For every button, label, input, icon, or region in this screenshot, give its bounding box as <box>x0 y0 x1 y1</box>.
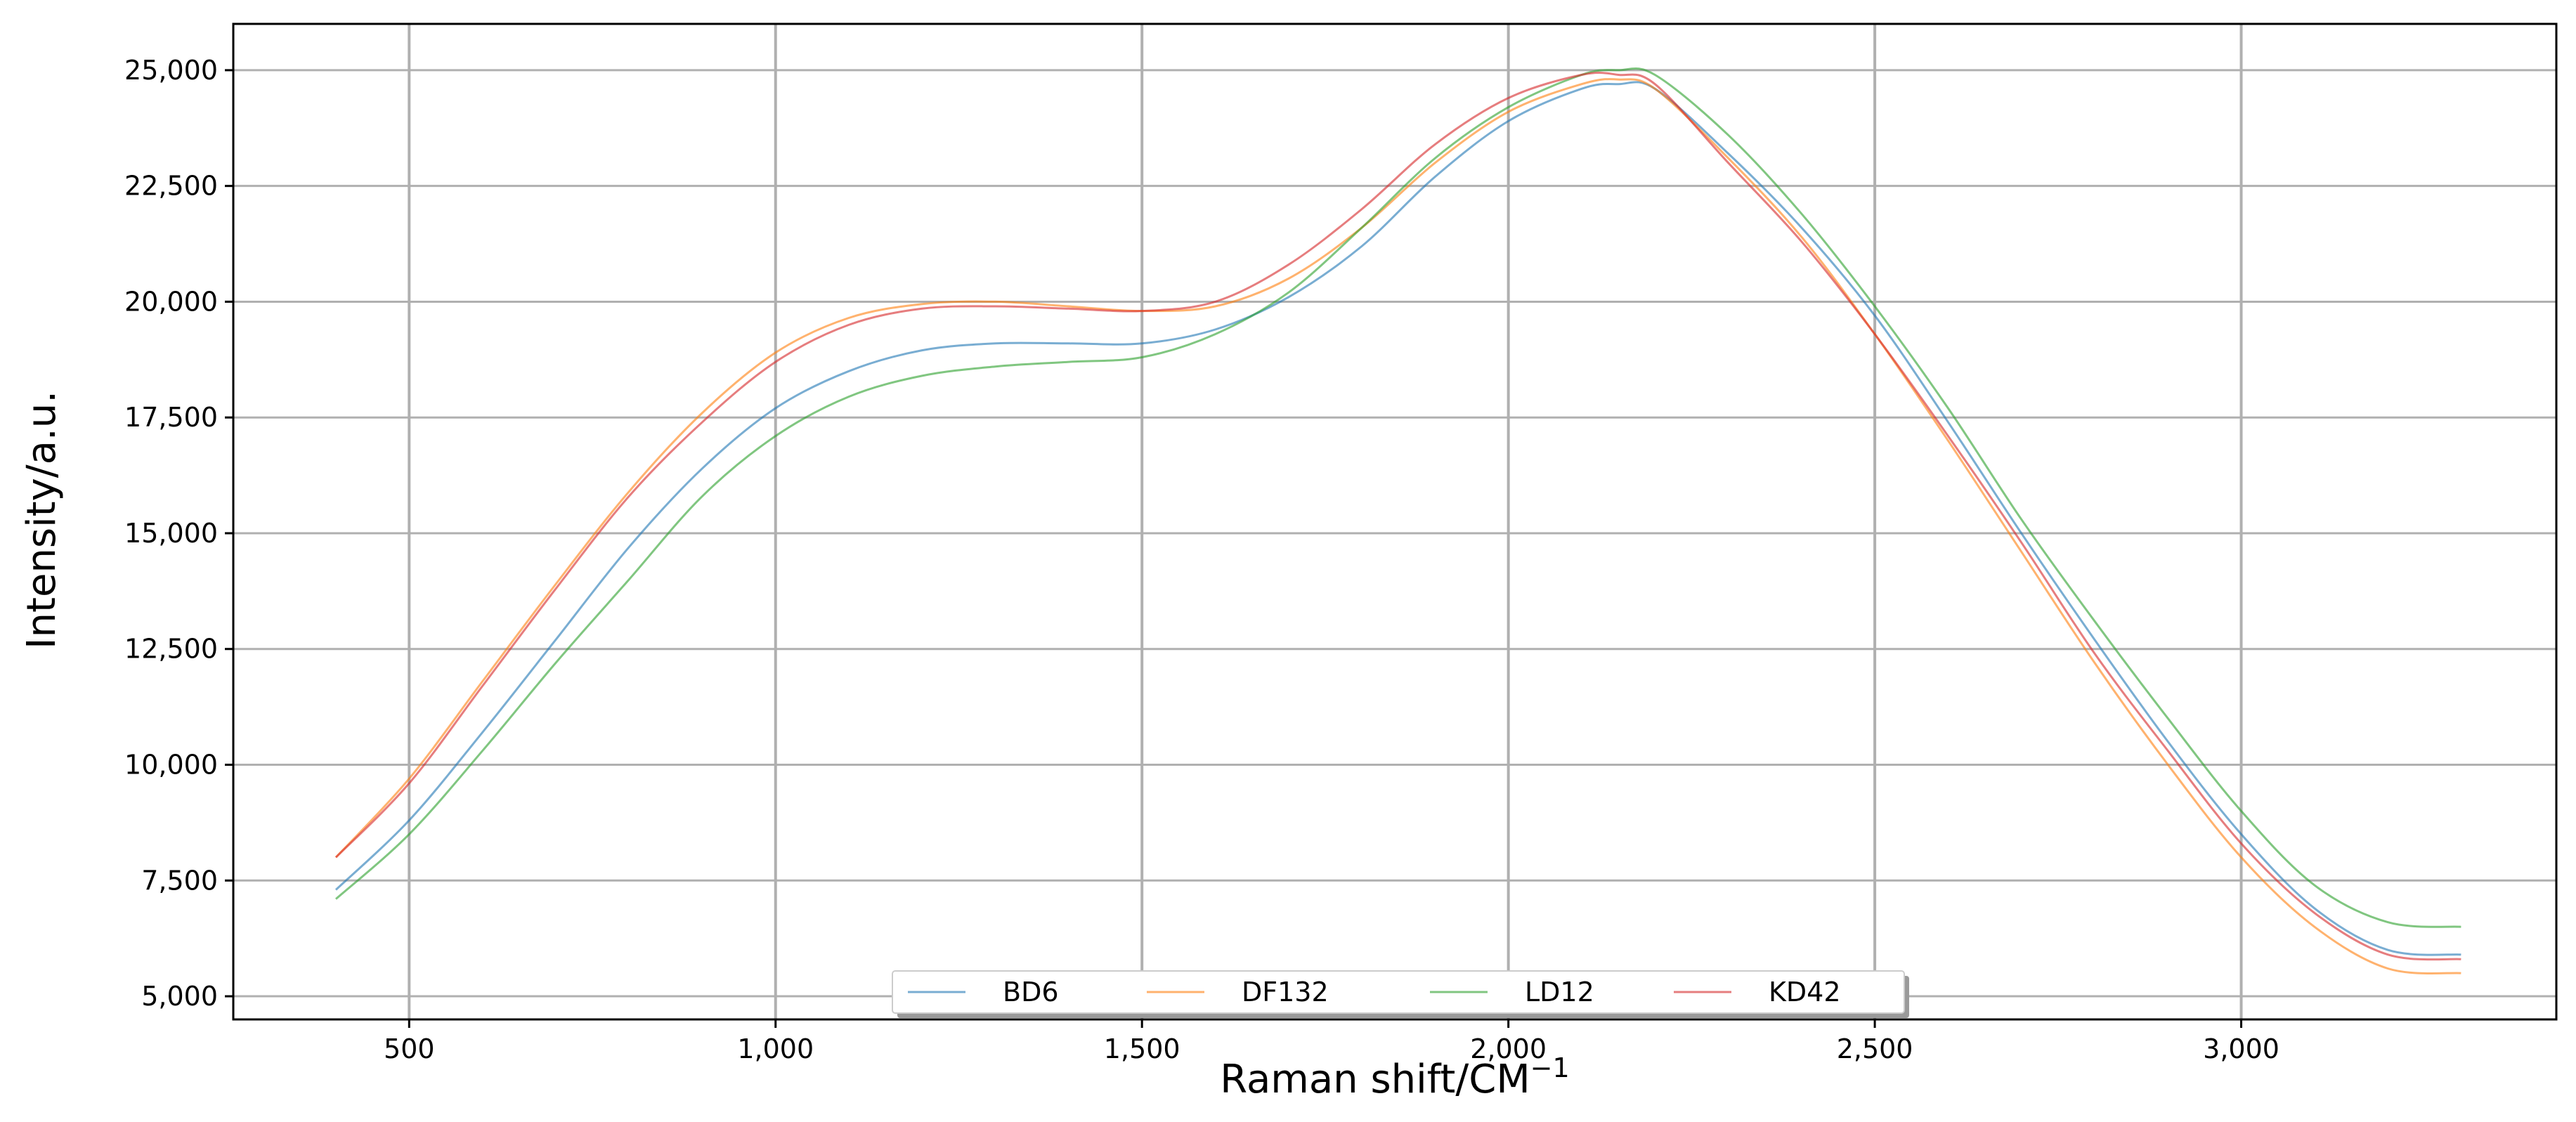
x-axis-title: Raman shift/CM−1 <box>1220 1052 1569 1102</box>
y-tick-label: 20,000 <box>124 286 218 317</box>
x-tick-label: 1,500 <box>1104 1033 1180 1064</box>
y-tick-label: 25,000 <box>124 55 218 86</box>
legend-label-kd42: KD42 <box>1769 977 1841 1007</box>
series-line-ld12 <box>335 67 2461 928</box>
y-tick-label: 5,000 <box>141 981 218 1012</box>
y-tick-label: 15,000 <box>124 518 218 549</box>
series-line-bd6 <box>334 81 2461 956</box>
x-tick-label: 2,000 <box>1470 1033 1547 1064</box>
y-tick-label: 10,000 <box>124 750 218 781</box>
legend: BD6 DF132 LD12 KD42 <box>892 970 1909 1018</box>
series-lines <box>334 67 2461 975</box>
ticks: 500 1,000 1,500 2,000 2,500 3,000 5,000 7,500 10… <box>124 55 2279 1064</box>
y-tick-label: 7,500 <box>141 865 218 896</box>
x-tick-label: 3,000 <box>2203 1033 2279 1064</box>
series-line-df132 <box>334 78 2461 975</box>
x-axis-title-superscript: −1 <box>1530 1052 1570 1083</box>
plot-frame <box>232 22 2558 1021</box>
y-tick-label: 17,500 <box>124 402 218 433</box>
legend-label-df132: DF132 <box>1242 977 1329 1007</box>
grid <box>233 24 2556 1019</box>
legend-label-ld12: LD12 <box>1525 977 1594 1007</box>
series-line-kd42 <box>334 72 2461 961</box>
x-axis-title-text: Raman shift/CM <box>1220 1057 1530 1102</box>
y-axis-title: Intensity/a.u. <box>19 391 65 649</box>
x-tick-label: 1,000 <box>737 1033 814 1064</box>
x-tick-label: 2,500 <box>1837 1033 1913 1064</box>
legend-box <box>892 970 1905 1014</box>
legend-label-bd6: BD6 <box>1003 977 1059 1007</box>
y-tick-label: 12,500 <box>124 634 218 665</box>
x-tick-label: 500 <box>384 1033 435 1064</box>
y-tick-label: 22,500 <box>124 171 218 202</box>
